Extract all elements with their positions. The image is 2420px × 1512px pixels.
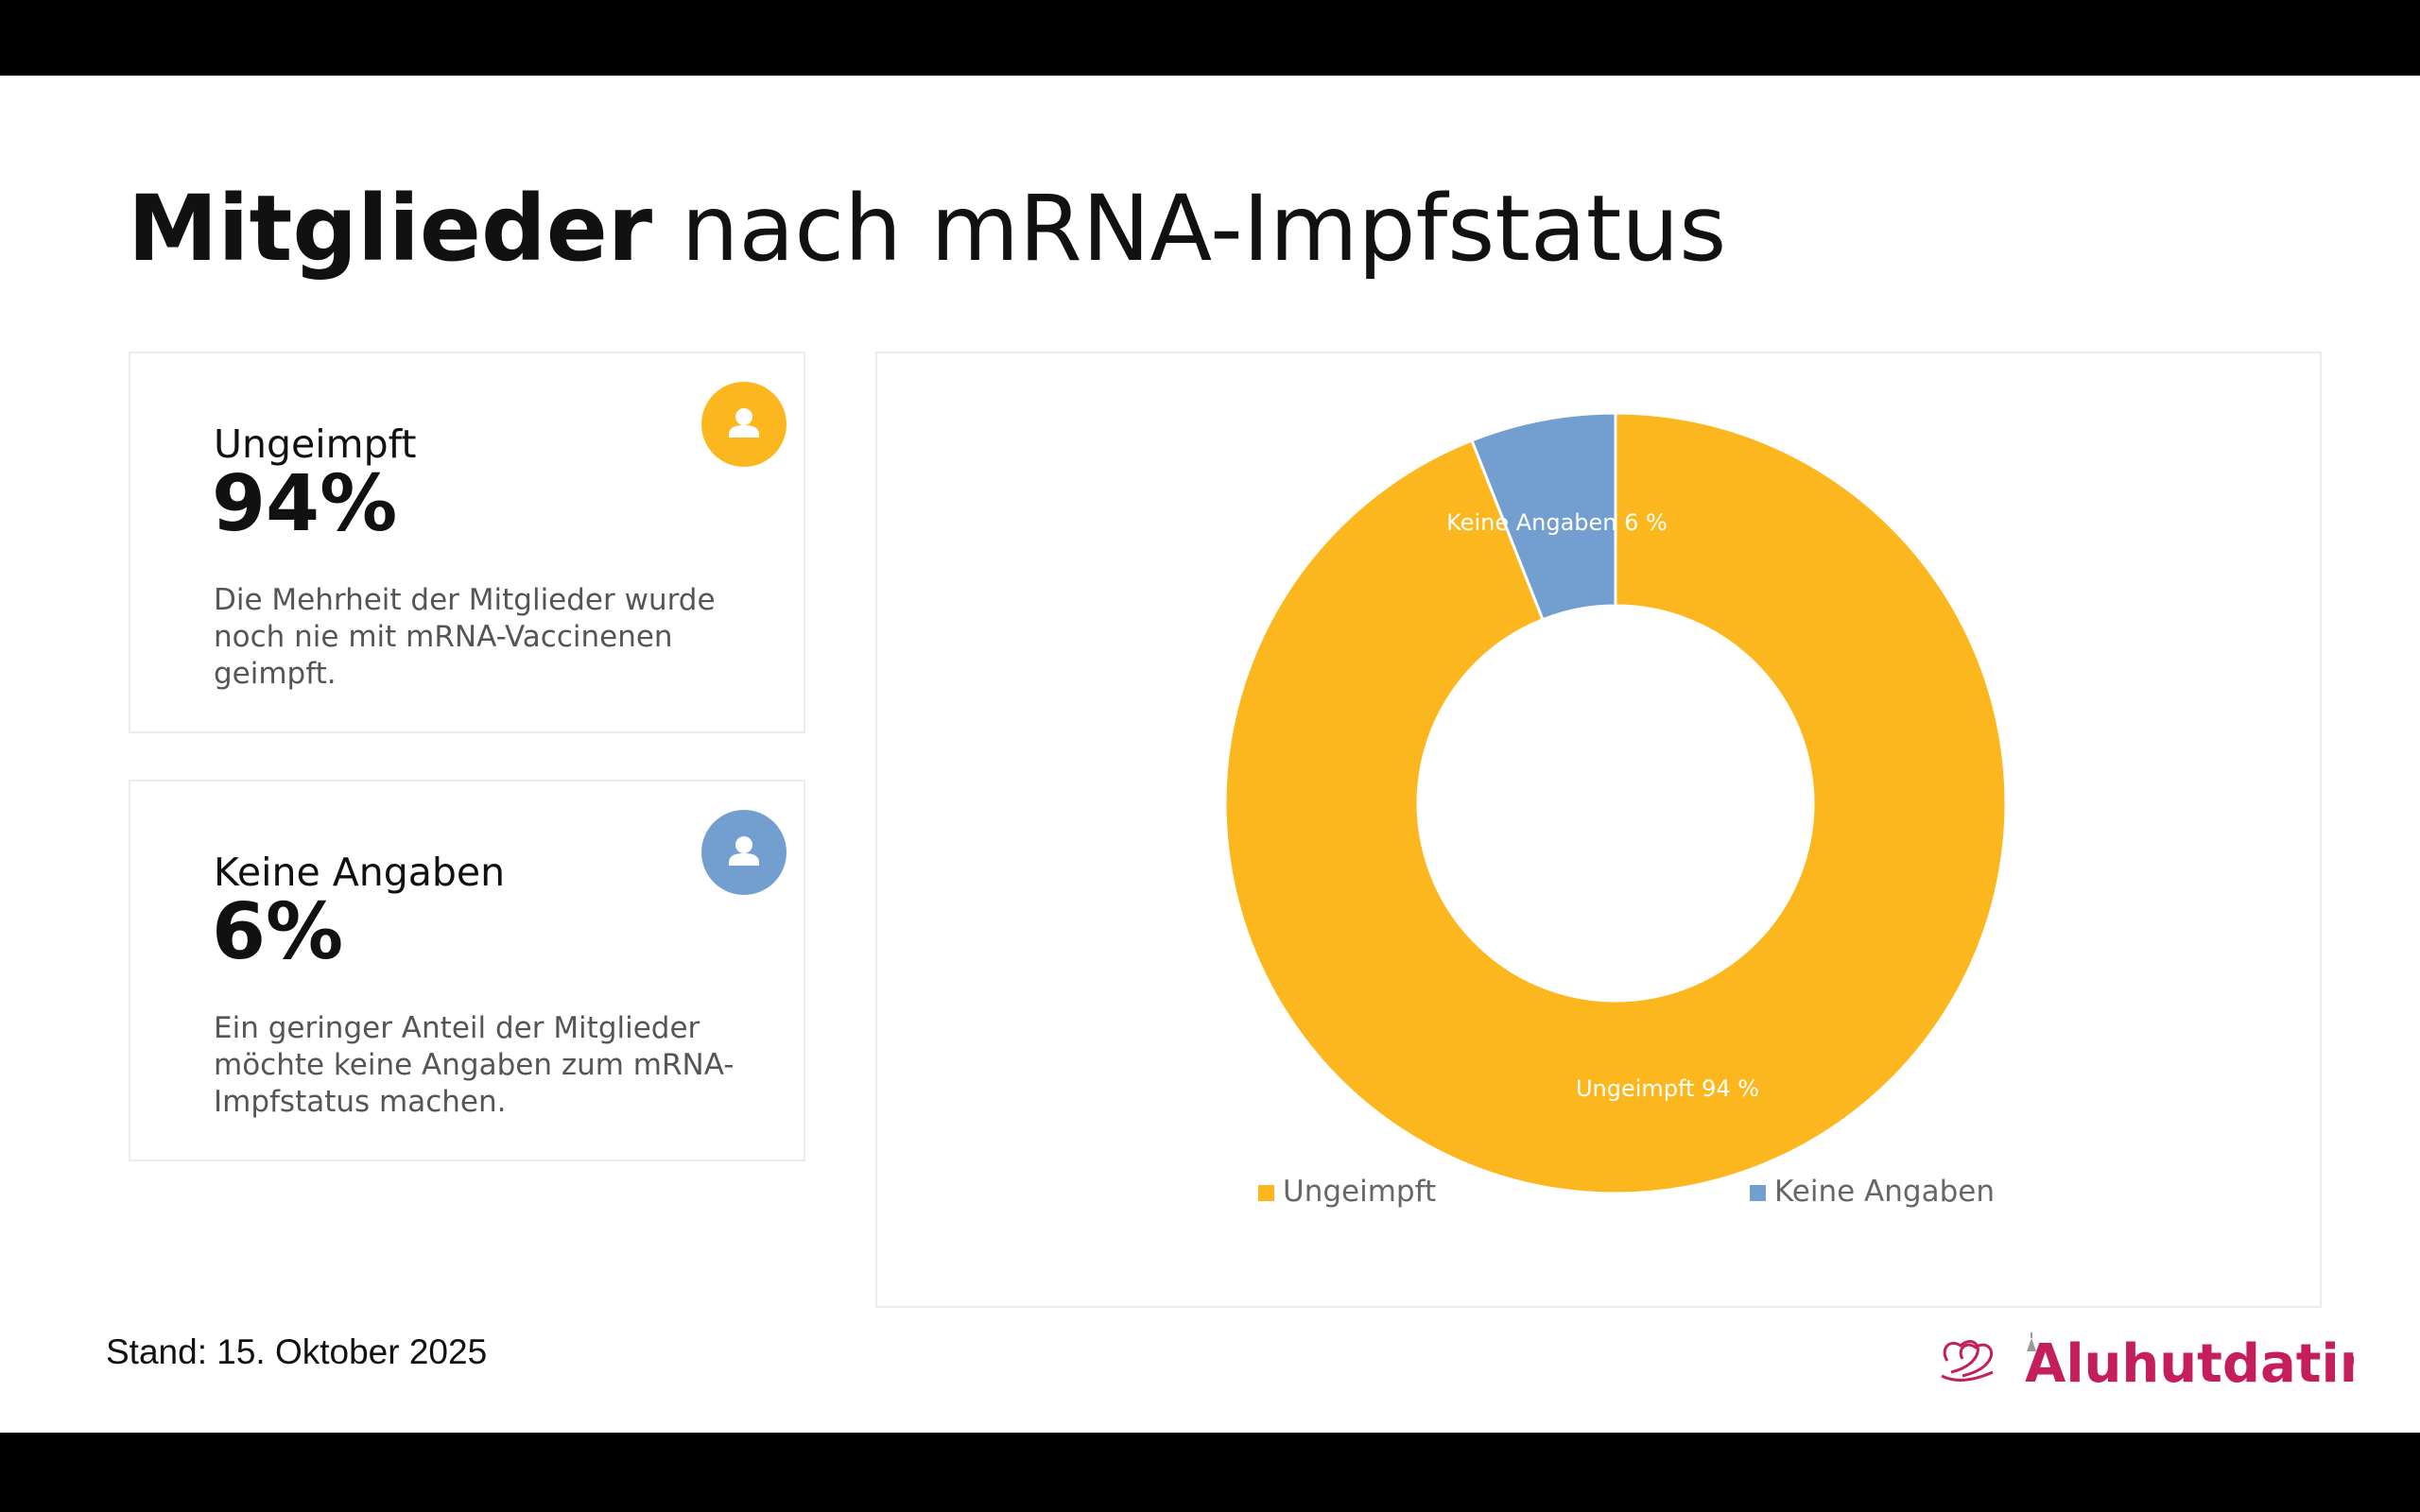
stat-card-keine-angaben: Keine Angaben 6% Ein geringer Anteil der… bbox=[129, 780, 805, 1161]
stat-label: Ungeimpft bbox=[214, 421, 417, 467]
stat-description: Die Mehrheit der Mitglieder wurde noch n… bbox=[214, 583, 716, 691]
slice-ungeimpft bbox=[1223, 411, 2008, 1195]
donut-chart: Ungeimpft 94 % Keine Angaben 6 % Ungeimpft… bbox=[1223, 411, 2008, 1209]
stat-description: Ein geringer Anteil der Mitglieder möcht… bbox=[214, 1011, 735, 1119]
svg-text:Aluhutdating: Aluhutdating bbox=[2025, 1333, 2354, 1395]
data-label-keine-angaben: Keine Angaben 6 % bbox=[1446, 509, 1668, 536]
legend-swatch-ungeimpft bbox=[1258, 1185, 1274, 1201]
page-title: Mitglieder nach mRNA-Impfstatus bbox=[128, 170, 1726, 288]
legend-swatch-keine-angaben bbox=[1750, 1185, 1766, 1201]
stat-label: Keine Angaben bbox=[214, 850, 506, 895]
data-label-ungeimpft: Ungeimpft 94 % bbox=[1576, 1075, 1759, 1102]
slice-keine-angaben bbox=[1470, 411, 1617, 622]
stat-value: 94% bbox=[212, 459, 398, 549]
title-bold: Mitglieder bbox=[128, 176, 653, 282]
user-icon bbox=[701, 382, 786, 467]
user-icon bbox=[701, 810, 786, 895]
legend-label-keine-angaben: Keine Angaben bbox=[1774, 1175, 1995, 1209]
title-rest: nach mRNA-Impfstatus bbox=[681, 176, 1727, 282]
legend-label-ungeimpft: Ungeimpft bbox=[1283, 1175, 1436, 1209]
aluhutdating-logo: Aluhutdating bbox=[1938, 1321, 2415, 1406]
donut-chart-panel: Ungeimpft 94 % Keine Angaben 6 % Ungeimpft… bbox=[875, 352, 2322, 1308]
stand-date: Stand: 15. Oktober 2025 bbox=[106, 1332, 488, 1371]
slide: Mitglieder nach mRNA-Impfstatus Ungeimpf… bbox=[0, 76, 2420, 1433]
stat-card-ungeimpft: Ungeimpft 94% Die Mehrheit der Mitgliede… bbox=[129, 352, 805, 733]
stat-value: 6% bbox=[212, 887, 344, 977]
